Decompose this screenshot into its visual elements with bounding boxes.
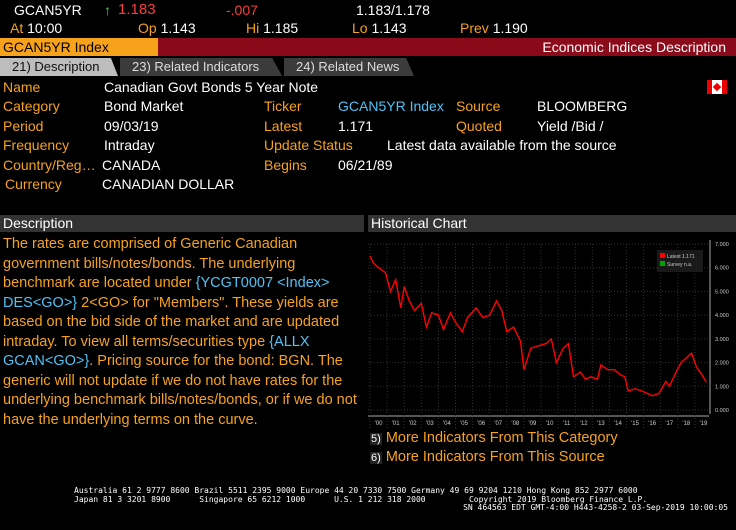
source-label: Source [456,98,501,114]
description-text: The rates are comprised of Generic Canad… [3,236,357,428]
x-tick-label: '17 [665,421,673,427]
security-field[interactable]: GCAN5YR Index [0,38,158,56]
x-tick-label: '09 [529,421,537,427]
x-tick-label: '12 [580,421,588,427]
x-tick-label: '00 [375,421,383,427]
ticker-symbol: GCAN5YR [14,2,82,18]
allx-link[interactable]: {ALLX GCAN<GO>} [3,333,310,370]
historical-chart[interactable]: 7.000 6.000 5.000 4.000 3.000 2.000 1.000 0.000… [368,234,736,430]
chart-heading: Historical Chart [368,215,736,232]
x-tick-label: '02 [409,421,417,427]
category-value: Bond Market [104,98,184,114]
period-value: 09/03/19 [104,118,159,134]
y-tick-label: 5.000 [715,289,729,295]
tab-description[interactable]: 21) Description [0,58,118,76]
page-title: Economic Indices Description [542,39,726,55]
footer-line-2: Japan 81 3 3201 8900 Singapore 65 6212 1… [74,495,648,504]
ticker-link[interactable]: GCAN5YR Index [338,98,444,114]
update-status-label: Update Status [264,137,353,153]
title-bar [0,38,736,56]
currency-value: CANADIAN DOLLAR [102,176,235,192]
y-tick-label: 1.000 [715,384,729,390]
x-tick-label: '10 [546,421,554,427]
net-change: -.007 [226,2,258,18]
begins-label: Begins [264,157,307,173]
y-tick-label: 0.000 [715,408,729,414]
legend-label: Survey n.a. [667,262,692,268]
update-status-value: Latest data available from the source [387,137,617,153]
link-more-indicators-category[interactable]: 5) More Indicators From This Category [370,430,618,446]
tab-related-indicators[interactable]: 23) Related Indicators [120,58,282,76]
quoted-value: Yield /Bid / [537,118,604,134]
frequency-value: Intraday [104,137,155,153]
open-price: Op 1.143 [138,20,196,36]
x-tick-label: '19 [700,421,708,427]
x-tick-label: '04 [443,421,451,427]
bid-ask: 1.183/1.178 [356,2,430,18]
y-tick-label: 3.000 [715,337,729,343]
x-tick-label: '11 [563,421,571,427]
high-price: Hi 1.185 [246,20,299,36]
frequency-label: Frequency [3,137,70,153]
legend-swatch [660,261,665,266]
y-tick-label: 6.000 [715,266,729,272]
ticker-label: Ticker [264,98,302,114]
y-tick-label: 2.000 [715,361,729,367]
x-tick-label: '14 [614,421,622,427]
legend-box [657,250,703,272]
low-price: Lo 1.143 [352,20,407,36]
period-label: Period [3,118,44,134]
source-value: BLOOMBERG [537,98,628,114]
description-heading: Description [0,215,364,232]
country-label: Country/Reg… [3,157,96,173]
latest-value: 1.171 [338,118,374,134]
link-more-indicators-source[interactable]: 6) More Indicators From This Source [370,449,605,465]
up-arrow-icon: ↑ [104,2,111,18]
x-tick-label: '18 [682,421,690,427]
last-price: 1.183 [118,1,156,18]
name-value: Canadian Govt Bonds 5 Year Note [104,79,319,95]
x-tick-label: '03 [426,421,434,427]
quoted-label: Quoted [456,118,502,134]
latest-label: Latest [264,118,303,134]
category-label: Category [3,98,60,114]
x-tick-label: '07 [494,421,502,427]
legend-swatch [660,253,665,258]
x-tick-label: '01 [392,421,400,427]
legend-label: Latest 1.171 [667,254,695,260]
members-link[interactable]: {YCGT0007 <Index> DES<GO>} [3,275,330,311]
x-tick-label: '05 [460,421,468,427]
prev-price: Prev 1.190 [460,20,528,36]
name-label: Name [3,79,41,95]
begins-value: 06/21/89 [338,157,393,173]
x-tick-label: '15 [631,421,639,427]
series-line [369,255,708,397]
y-tick-label: 4.000 [715,313,729,319]
x-tick-label: '08 [511,421,519,427]
x-tick-label: '16 [648,421,656,427]
x-tick-label: '13 [597,421,605,427]
canada-flag-icon [707,80,727,94]
country-value: CANADA [102,157,161,173]
currency-label: Currency [5,176,62,192]
x-tick-label: '06 [477,421,485,427]
footer-line-3: SN 464563 EDT GMT-4:00 H443-4258-2 03-Se… [463,503,728,512]
y-tick-label: 7.000 [715,242,729,248]
at-time: At 10:00 [10,20,63,36]
footer-line-1: Australia 61 2 9777 8600 Brazil 5511 239… [74,486,638,495]
tab-related-news[interactable]: 24) Related News [284,58,414,76]
